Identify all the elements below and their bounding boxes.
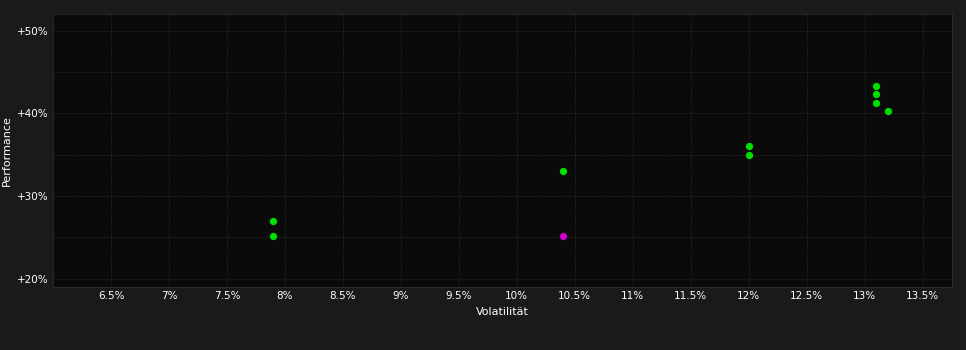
Point	[741, 144, 756, 149]
Point	[266, 233, 281, 238]
Point	[880, 108, 895, 114]
Point	[266, 218, 281, 224]
Point	[555, 168, 571, 174]
Point	[868, 91, 884, 97]
Y-axis label: Performance: Performance	[2, 115, 12, 186]
Point	[868, 83, 884, 89]
Point	[555, 233, 571, 238]
X-axis label: Volatilität: Volatilität	[476, 307, 528, 317]
Point	[868, 100, 884, 105]
Point	[741, 152, 756, 158]
